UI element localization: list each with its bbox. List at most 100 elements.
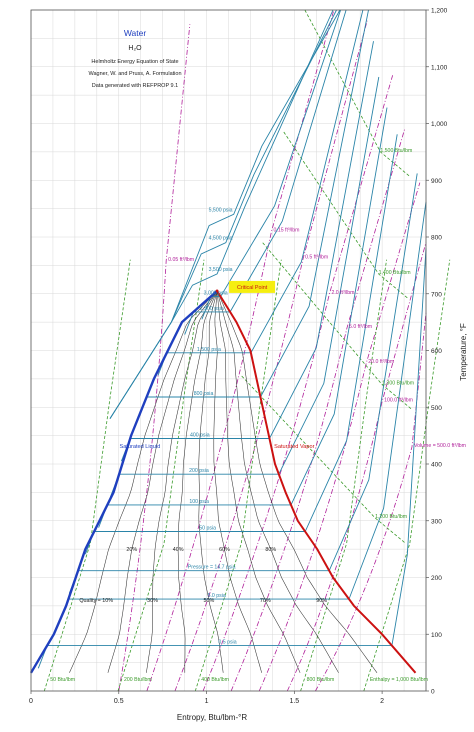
x-tick-label: 2	[380, 698, 384, 705]
isobar-label: 5,500 psia	[209, 207, 233, 213]
quality-line	[213, 290, 262, 673]
critical-point-highlight	[229, 280, 276, 293]
quality-label: 70%	[260, 598, 271, 604]
isobar-label: 3,500 psia	[209, 267, 233, 273]
isobar-label: 800 psia	[194, 391, 214, 397]
isenthalp-line	[363, 259, 451, 692]
isenthalp-lines	[43, 9, 451, 692]
chart-title: Water	[124, 28, 147, 38]
isobar-label: 0.5 psia	[218, 640, 236, 646]
quality-line	[216, 290, 301, 673]
isochore-label: 0.15 ft³/lbm	[274, 227, 300, 233]
isochore-label: 20.0 ft³/lbm	[368, 359, 394, 365]
isenthalp-label: 50 Btu/lbm	[50, 677, 75, 683]
isochore-lines	[118, 9, 427, 692]
isenthalp-line	[241, 375, 406, 544]
isobar-label: 50 psia	[199, 526, 216, 532]
quality-label: Quality = 10%	[79, 598, 113, 604]
axes: 0 0.5 1 1.5 2 0 100 200 300 400 500 600 700 800 900 1,0…	[29, 8, 448, 706]
y-tick-label: 600	[431, 348, 442, 355]
y-tick-label: 700	[431, 291, 442, 298]
x-tick-label: 1	[205, 698, 209, 705]
isenthalp-line	[304, 9, 411, 178]
y-tick-label: 1,000	[431, 121, 448, 128]
quality-label: 60%	[219, 547, 230, 553]
isenthalp-label: 1,200 Btu/lbm	[375, 514, 407, 520]
saturated-liquid-label: Saturated Liquid	[119, 444, 160, 450]
isochore-label: 2.0 ft³/lbm	[331, 290, 354, 296]
saturated-vapor-label: Saturated Vapor	[274, 444, 314, 450]
isenthalp-label: 1,300 Btu/lbm	[382, 381, 414, 387]
isobar-label: 4,500 psia	[209, 236, 233, 242]
x-tick-label: 0	[29, 698, 33, 705]
isenthalp-line	[194, 259, 282, 692]
y-tick-label: 900	[431, 178, 442, 185]
quality-line	[69, 290, 218, 673]
y-tick-label: 200	[431, 575, 442, 582]
chart-subtitle-formulation: Wagner, W. and Pruss, A. Formulation	[88, 71, 181, 77]
y-tick-label: 0	[431, 689, 435, 696]
y-tick-label: 100	[431, 632, 442, 639]
isobar-label: 5.0 psia	[208, 593, 226, 599]
x-tick-label: 1.5	[289, 698, 299, 705]
isobar-label: Pressure = 14.7 psia	[188, 565, 236, 571]
saturated-liquid-line	[29, 290, 218, 674]
isobar-label: 400 psia	[190, 432, 210, 438]
isochore-line	[202, 75, 394, 692]
isochore-label: 0.5 ft³/lbm	[305, 255, 328, 261]
x-axis-label: Entropy, Btu/lbm-°R	[177, 713, 247, 722]
isochore-label: Volume = 500.0 ft³/lbm	[414, 443, 466, 449]
y-tick-label: 800	[431, 235, 442, 242]
quality-label: 20%	[126, 547, 137, 553]
isochore-label: 0.05 ft³/lbm	[168, 257, 194, 263]
chart-subtitle-formula: H₂O	[128, 45, 142, 52]
curve-labels: 0.05 ft³/lbm 0.15 ft³/lbm 0.5 ft³/lbm 2.0 f…	[50, 148, 466, 683]
isenthalp-label: 1,500 Btu/lbm	[380, 148, 412, 154]
y-tick-label: 400	[431, 462, 442, 469]
quality-line	[107, 290, 218, 673]
isochore-line	[118, 24, 191, 692]
isochore-line	[258, 182, 421, 692]
isobar-line	[109, 9, 341, 419]
title-block: Water H₂O Helmholtz Energy Equation of S…	[88, 28, 181, 89]
isenthalp-label: 200 Btu/lbm	[124, 677, 152, 683]
saturation-dome	[29, 290, 417, 674]
quality-line	[216, 290, 378, 673]
isenthalp-line	[43, 259, 131, 692]
isenthalp-label: 400 Btu/lbm	[201, 677, 229, 683]
isobar-label: 200 psia	[189, 468, 209, 474]
quality-label: 30%	[147, 598, 158, 604]
isenthalp-line	[117, 259, 205, 692]
isenthalp-label: 1,400 Btu/lbm	[379, 270, 411, 276]
quality-line	[216, 290, 339, 673]
y-tick-label: 300	[431, 518, 442, 525]
y-axis-label: Temperature, °F	[459, 323, 468, 381]
quality-lines	[69, 290, 378, 673]
isenthalp-line	[262, 242, 413, 410]
quality-label: 80%	[265, 547, 276, 553]
saturated-vapor-line	[216, 290, 417, 674]
y-tick-label: 500	[431, 405, 442, 412]
isobar-label: 3,000 psia	[204, 291, 228, 297]
isobar-label: 1,500 psia	[197, 347, 221, 353]
isenthalp-line	[300, 259, 387, 692]
critical-point-label: Critical Point	[237, 285, 268, 291]
quality-line	[146, 290, 218, 673]
isochore-label: 5.0 ft³/lbm	[349, 324, 372, 330]
isochore-line	[315, 312, 427, 692]
quality-line	[198, 290, 224, 673]
chart-subtitle-source: Data generated with REFPROP 9.1	[92, 83, 178, 89]
isochore-line	[230, 127, 406, 692]
quality-line	[177, 290, 218, 673]
x-tick-label: 0.5	[114, 698, 124, 705]
y-tick-label: 1,100	[431, 64, 448, 71]
quality-label: 50%	[204, 598, 215, 604]
critical-point-marker	[215, 289, 219, 293]
isenthalp-label: Enthalpy = 1,000 Btu/lbm	[370, 677, 428, 683]
isochore-label: 100.0 ft³/lbm	[384, 398, 413, 404]
isobar-label: 100 psia	[189, 499, 209, 505]
quality-label: 90%	[316, 598, 327, 604]
quality-label: 40%	[173, 547, 184, 553]
